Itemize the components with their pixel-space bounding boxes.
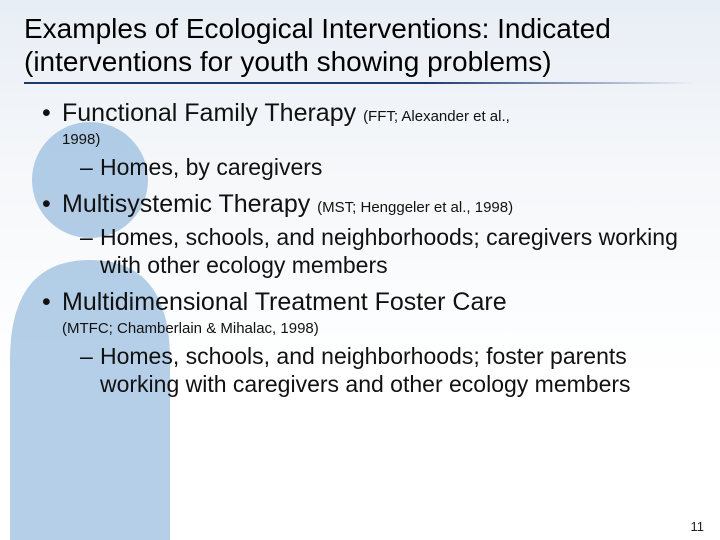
slide: Examples of Ecological Interventions: In… bbox=[0, 0, 720, 540]
bullet-fft: Functional Family Therapy (FFT; Alexande… bbox=[42, 98, 696, 129]
sub-bullet: Homes, by caregivers bbox=[42, 153, 696, 181]
bullet-mst: Multisystemic Therapy (MST; Henggeler et… bbox=[42, 189, 696, 220]
bullet-main: Functional Family Therapy bbox=[62, 99, 363, 127]
slide-title-line2: (interventions for youth showing problem… bbox=[24, 45, 696, 78]
sub-bullet: Homes, schools, and neighborhoods; careg… bbox=[42, 223, 696, 279]
slide-body: Functional Family Therapy (FFT; Alexande… bbox=[24, 98, 696, 398]
bullet-mtfc: Multidimensional Treatment Foster Care bbox=[42, 287, 696, 318]
slide-title-line1: Examples of Ecological Interventions: In… bbox=[24, 12, 696, 45]
bullet-cite-inline: (MST; Henggeler et al., 1998) bbox=[317, 199, 513, 216]
bullet-main: Multisystemic Therapy bbox=[62, 190, 317, 218]
sub-bullet: Homes, schools, and neighborhoods; foste… bbox=[42, 342, 696, 398]
bullet-main: Multidimensional Treatment Foster Care bbox=[62, 288, 507, 316]
bullet-cite-inline: (FFT; Alexander et al., bbox=[363, 108, 510, 125]
title-underline bbox=[24, 82, 696, 84]
page-number: 11 bbox=[691, 519, 705, 534]
bullet-cite-below: 1998) bbox=[42, 131, 696, 149]
bullet-cite-below: (MTFC; Chamberlain & Mihalac, 1998) bbox=[42, 320, 696, 338]
slide-title-block: Examples of Ecological Interventions: In… bbox=[24, 12, 696, 84]
